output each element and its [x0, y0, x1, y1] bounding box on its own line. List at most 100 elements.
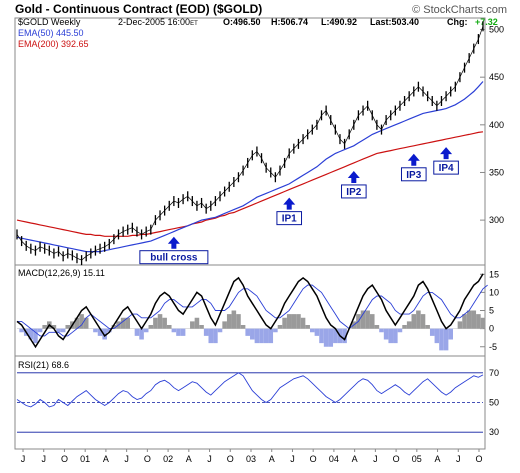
macd-histogram-bar: [263, 328, 269, 344]
price-line: [16, 26, 484, 261]
macd-histogram-bar: [162, 317, 167, 329]
annotation-arrow: [283, 197, 296, 210]
x-tick-label: A: [352, 454, 358, 464]
price-panel-frame: [14, 17, 486, 266]
macd-panel-frame: [14, 264, 486, 357]
macd-histogram-bar: [402, 325, 407, 329]
rsi-label: RSI(21) 68.6: [18, 360, 69, 370]
macd-histogram-bar: [60, 328, 66, 333]
price-y-tick-label: 400: [489, 120, 504, 130]
x-tick-label: J: [124, 454, 129, 464]
rsi-y-tick-label: 50: [489, 398, 499, 408]
x-tick-label: O: [310, 454, 317, 464]
x-tick-label: O: [61, 454, 68, 464]
annotation-box: [276, 211, 303, 226]
macd-histogram-bar: [134, 328, 140, 336]
macd-histogram-bar: [176, 328, 181, 336]
annotation-box: [341, 184, 367, 199]
macd-y-tick-label: 5: [489, 306, 494, 316]
low-label: L:490.92: [321, 17, 357, 27]
rsi-panel-frame: [14, 355, 486, 450]
macd-histogram-bar: [429, 328, 435, 336]
macd-histogram-bar: [56, 328, 61, 333]
macd-histogram-bar: [236, 314, 241, 329]
x-tick-label: O: [475, 454, 482, 464]
macd-histogram-bar: [323, 328, 329, 347]
macd-histogram-bar: [277, 325, 283, 329]
x-tick-label: A: [269, 454, 275, 464]
macd-histogram-bar: [434, 328, 440, 344]
macd-histogram-bar: [28, 328, 34, 340]
macd-histogram-bar: [268, 328, 274, 344]
symbol-label: $GOLD Weekly: [18, 17, 81, 27]
macd-histogram-bar: [51, 325, 57, 329]
x-tick-label: 05: [412, 454, 422, 464]
ema200-line: [16, 131, 484, 237]
macd-histogram-bar: [148, 325, 154, 329]
chg-label: Chg:: [447, 17, 468, 27]
macd-histogram-bar: [383, 328, 389, 340]
macd-histogram-bar: [291, 314, 297, 329]
macd-histogram-bar: [180, 328, 186, 336]
macd-histogram-bar: [425, 325, 430, 329]
macd-histogram-bar: [83, 317, 89, 329]
macd-histogram-bar: [369, 314, 375, 329]
macd-y-tick-label: 0: [489, 324, 494, 334]
macd-histogram-bar: [314, 328, 320, 336]
macd-histogram-bar: [203, 328, 209, 336]
annotation-box: [139, 250, 209, 265]
macd-histogram-bar: [245, 328, 250, 336]
annotation-label: IP3: [406, 170, 421, 181]
macd-histogram-bar: [273, 328, 278, 333]
macd-histogram-bar: [143, 328, 149, 333]
macd-histogram-bar: [74, 317, 80, 329]
macd-y-tick-label: 15: [489, 269, 499, 279]
rsi-line: [16, 372, 484, 408]
macd-histogram-bar: [166, 325, 172, 329]
annotation-arrow: [440, 147, 453, 160]
macd-histogram-bar: [457, 321, 463, 329]
macd-histogram-bar: [153, 317, 158, 329]
macd-histogram-bar: [286, 314, 292, 329]
price-y-tick-label: 350: [489, 167, 504, 177]
macd-histogram-bar: [106, 328, 112, 333]
macd-histogram-bar: [79, 314, 84, 329]
macd-histogram-bar: [194, 317, 200, 329]
chg-value: +7.32: [475, 17, 498, 27]
x-tick-label: O: [227, 454, 234, 464]
macd-histogram-bar: [282, 317, 287, 329]
x-tick-label: J: [41, 454, 46, 464]
macd-histogram-bar: [157, 314, 163, 329]
x-tick-label: 04: [329, 454, 339, 464]
macd-histogram-bar: [480, 317, 486, 329]
annotation-box: [433, 160, 459, 175]
macd-histogram-bar: [411, 314, 417, 329]
macd-histogram-bar: [259, 328, 264, 344]
macd-histogram-bar: [65, 325, 71, 329]
macd-histogram-bar: [300, 317, 306, 329]
macd-histogram-bar: [37, 328, 43, 333]
macd-label: MACD(12,26,9) 15.11: [18, 268, 105, 278]
macd-histogram-bar: [296, 314, 301, 329]
macd-histogram-bar: [448, 328, 453, 340]
x-tick-label: A: [103, 454, 109, 464]
ema50-legend: EMA(50) 445.50: [18, 28, 84, 38]
macd-histogram-bar: [439, 328, 444, 351]
macd-histogram-bar: [319, 328, 324, 344]
macd-histogram-bar: [443, 328, 449, 351]
macd-histogram-bar: [374, 325, 380, 329]
macd-histogram-bar: [379, 328, 384, 333]
macd-histogram-bar: [406, 321, 412, 329]
macd-histogram-bar: [250, 328, 255, 340]
macd-y-tick-label: -5: [489, 342, 497, 352]
macd-histogram-bar: [254, 328, 260, 344]
stockcharts-watermark: © StockCharts.com: [412, 4, 507, 16]
price-y-tick-label: 500: [489, 25, 504, 35]
macd-histogram-bar: [120, 317, 126, 329]
annotation-arrow: [407, 153, 420, 166]
macd-histogram-bar: [240, 325, 246, 329]
ema200-legend: EMA(200) 392.65: [18, 39, 89, 49]
x-tick-label: J: [290, 454, 295, 464]
